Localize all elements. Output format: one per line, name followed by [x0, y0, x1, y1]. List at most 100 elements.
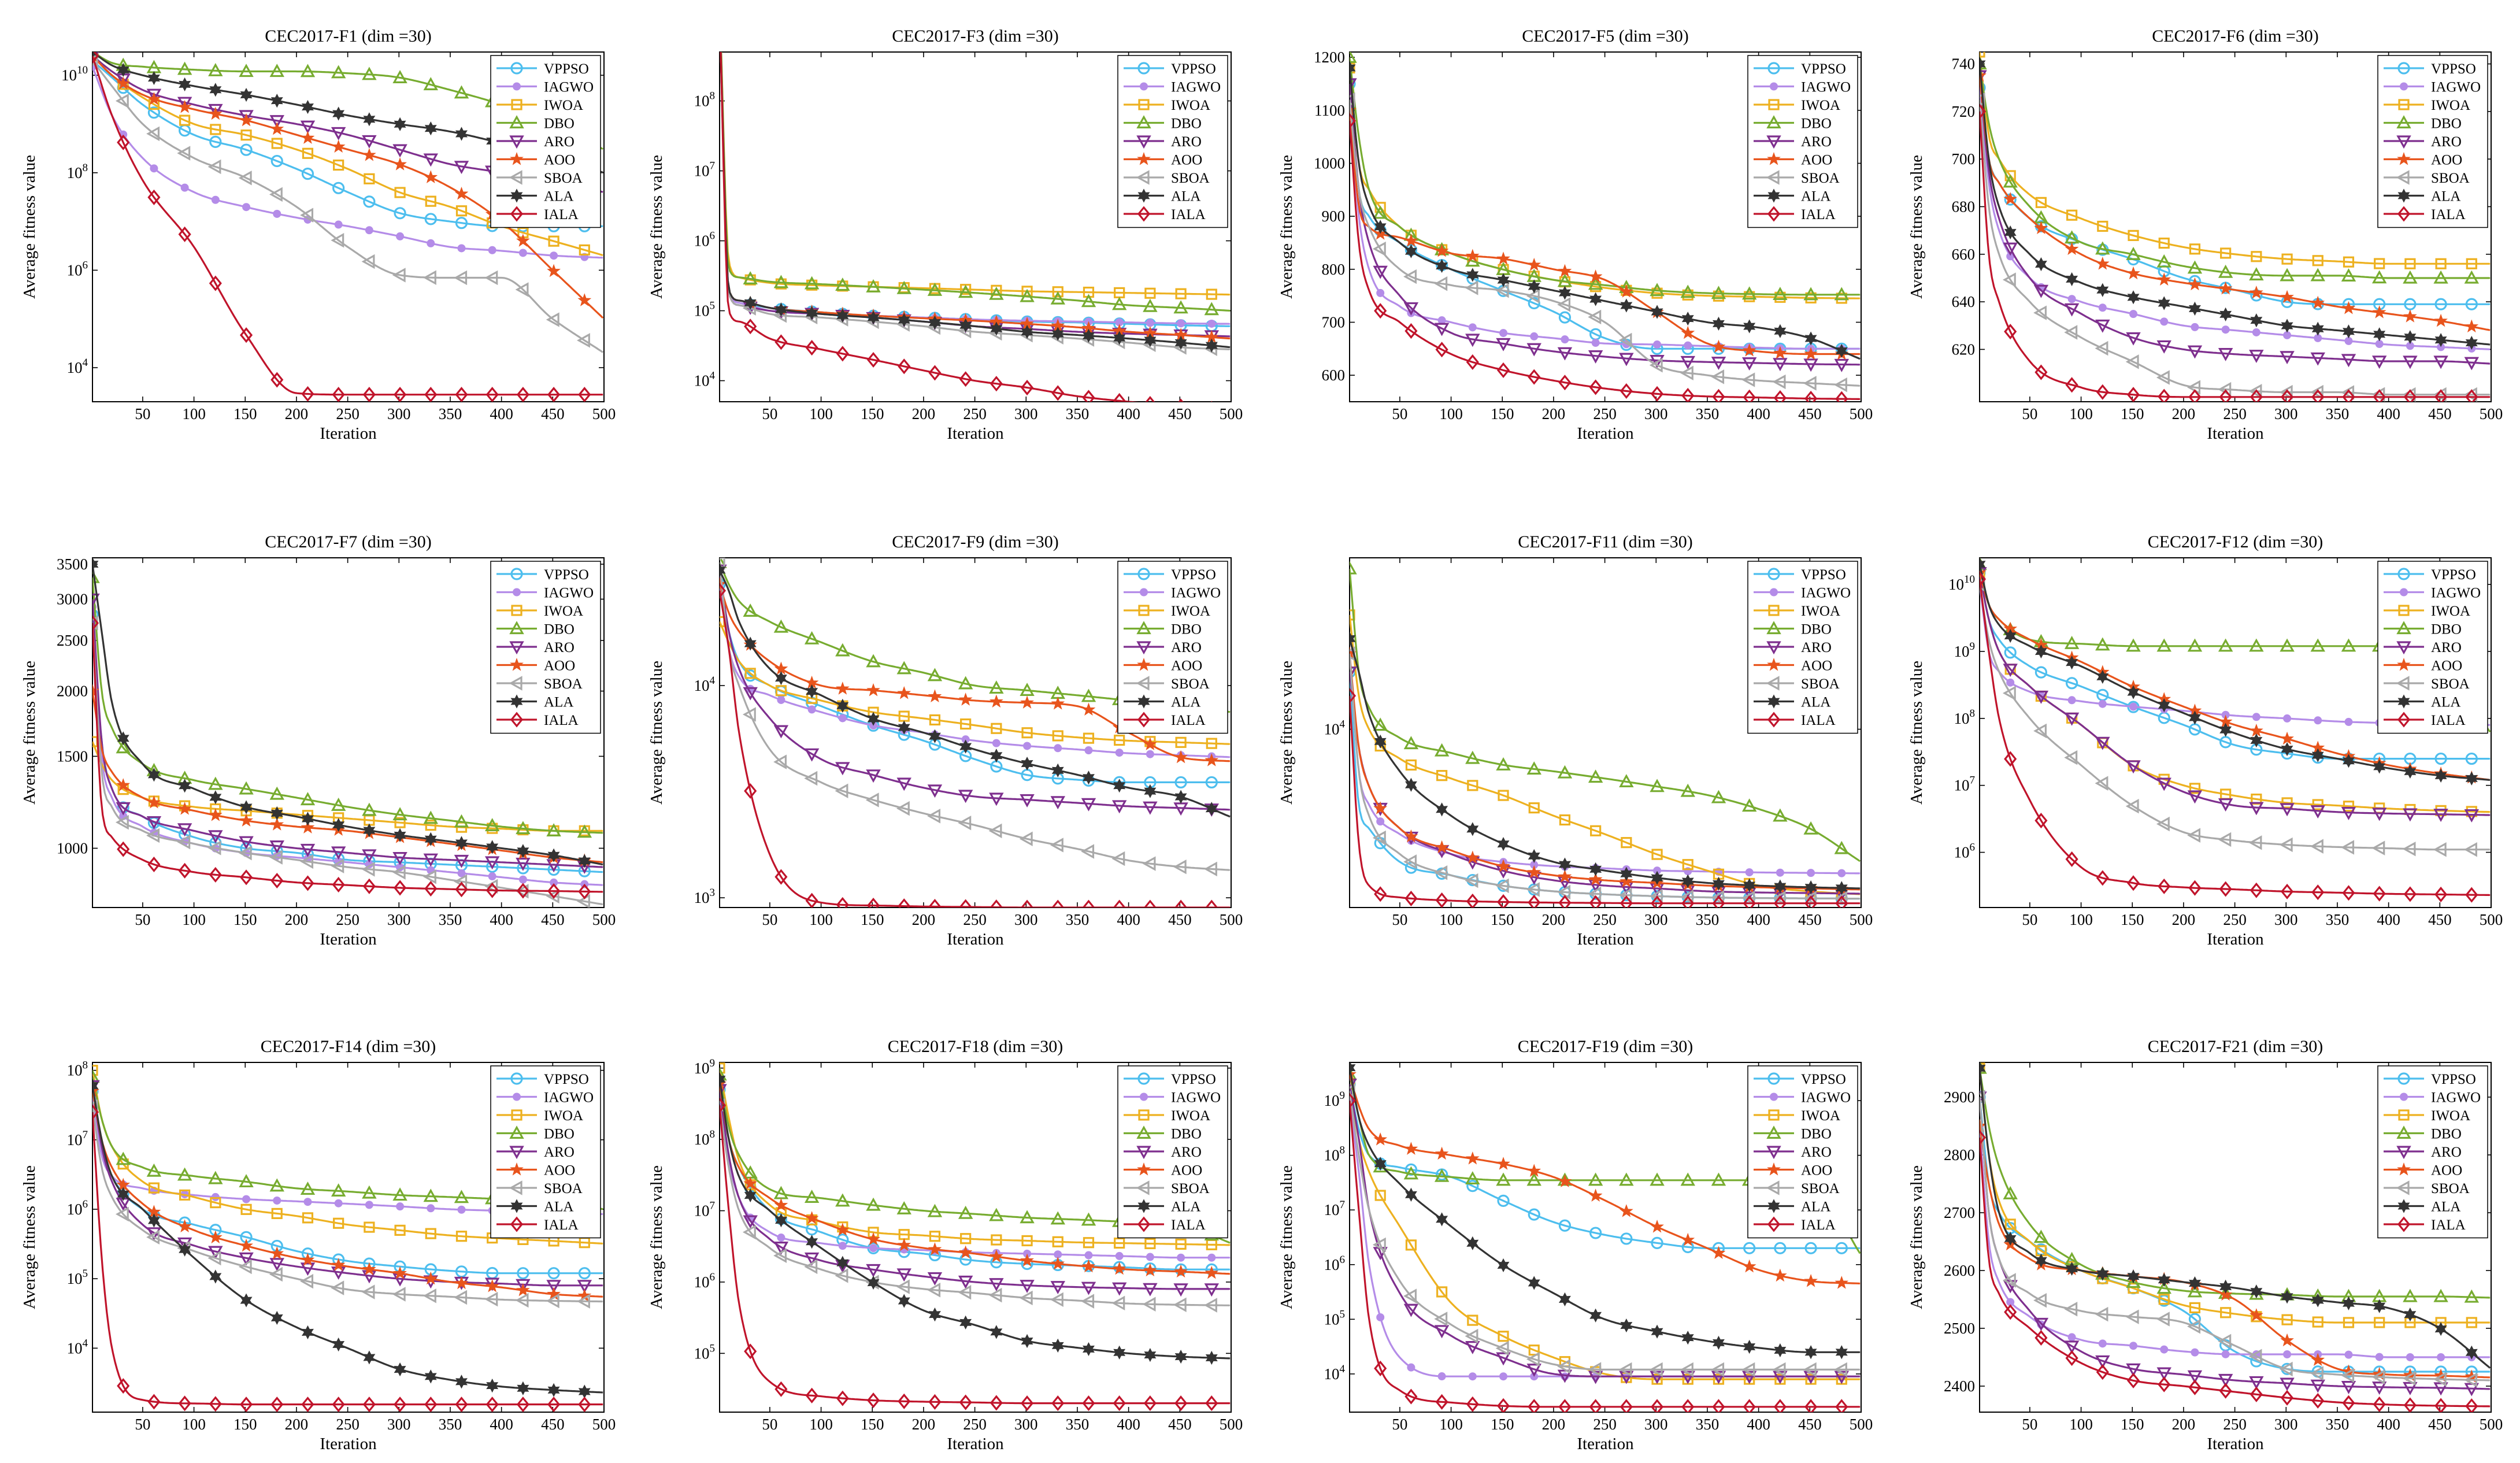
series-line-iagwo: [1980, 87, 2491, 350]
legend-label: ALA: [1801, 189, 1830, 205]
data-point: [92, 558, 99, 572]
data-point: [577, 333, 590, 348]
data-point: [92, 1099, 98, 1114]
data-point: [1465, 873, 1478, 888]
data-point: [927, 1203, 943, 1217]
data-point: [484, 1277, 500, 1291]
legend-label: VPPSO: [544, 567, 589, 583]
data-point: [2219, 307, 2232, 321]
data-point: [2280, 803, 2295, 817]
data-point: [117, 1187, 129, 1201]
data-point: [1205, 1265, 1219, 1279]
data-point: [363, 195, 376, 208]
data-point: [2310, 384, 2323, 400]
data-point: [2310, 805, 2325, 819]
data-point: [1804, 331, 1817, 346]
data-point: [2400, 82, 2408, 91]
data-point: [958, 692, 973, 706]
x-axis-label: Iteration: [320, 424, 377, 443]
x-tick-label: 250: [2223, 911, 2247, 928]
data-point: [1204, 1283, 1220, 1297]
legend-label: ALA: [2431, 695, 2460, 710]
data-point: [273, 1196, 281, 1205]
data-point: [1465, 334, 1480, 347]
data-point: [510, 1072, 523, 1085]
data-point: [835, 277, 850, 291]
data-point: [2281, 1314, 2293, 1325]
data-point: [146, 1163, 162, 1177]
data-point: [209, 790, 222, 805]
data-point: [1144, 784, 1157, 798]
data-point: [1146, 1253, 1154, 1261]
data-point: [1499, 1372, 1508, 1381]
data-point: [242, 203, 251, 212]
legend-label: DBO: [2431, 116, 2462, 132]
data-point: [898, 1294, 910, 1308]
data-point: [1081, 1281, 1096, 1295]
legend-label: VPPSO: [1801, 1072, 1846, 1087]
x-tick-label: 400: [1117, 405, 1140, 423]
y-tick-label: 1200: [1314, 49, 1345, 66]
data-point: [1113, 1345, 1126, 1360]
data-point: [177, 61, 192, 75]
data-point: [2187, 790, 2203, 804]
data-point: [1619, 874, 1633, 888]
data-point: [744, 668, 756, 679]
data-point: [425, 195, 436, 207]
data-point: [1052, 730, 1063, 742]
data-point: [331, 139, 346, 153]
data-point: [2156, 777, 2171, 791]
data-point: [835, 1268, 848, 1283]
data-point: [457, 244, 466, 253]
data-point: [2095, 637, 2110, 651]
data-point: [92, 615, 99, 631]
data-point: [177, 146, 191, 161]
data-point: [2375, 339, 2384, 348]
legend-label: DBO: [1801, 1127, 1832, 1142]
data-point: [1773, 390, 1787, 402]
data-point: [1773, 1399, 1787, 1412]
data-point: [239, 1252, 254, 1266]
data-point: [2249, 1308, 2263, 1321]
data-point: [1774, 1242, 1787, 1254]
legend-label: ALA: [1171, 695, 1200, 710]
data-point: [1589, 379, 1602, 395]
data-point: [2403, 309, 2417, 323]
data-point: [2310, 638, 2325, 652]
x-tick-label: 150: [861, 405, 884, 423]
x-tick-label: 500: [1850, 405, 1873, 423]
data-point: [1403, 1166, 1419, 1180]
data-point: [1435, 892, 1448, 908]
data-point: [2373, 1299, 2386, 1313]
data-point: [270, 372, 284, 388]
data-point: [1650, 386, 1664, 402]
data-point: [1143, 1395, 1157, 1412]
data-point: [865, 792, 879, 808]
data-point: [714, 3, 725, 16]
series-line-aro: [1980, 1097, 2491, 1390]
legend-label: SBOA: [1171, 1181, 1210, 1197]
y-tick-label: 109: [1324, 1090, 1346, 1109]
data-point: [1466, 1236, 1479, 1250]
data-point: [2464, 809, 2480, 823]
data-point: [2248, 1349, 2262, 1364]
data-point: [835, 1193, 850, 1207]
data-point: [1050, 291, 1065, 305]
data-point: [394, 1224, 406, 1236]
data-point: [208, 1171, 223, 1184]
data-point: [1466, 354, 1479, 370]
x-tick-label: 300: [2274, 911, 2298, 928]
series-line-aro: [1350, 1084, 1861, 1377]
y-tick-label: 680: [1952, 198, 1976, 216]
data-point: [1468, 1372, 1477, 1381]
data-point: [1650, 1172, 1665, 1186]
series-line-iala: [720, 52, 1139, 402]
data-point: [743, 603, 758, 617]
series-line-aro: [92, 1086, 603, 1287]
data-point: [2433, 270, 2448, 284]
data-point: [270, 806, 283, 820]
data-point: [269, 786, 284, 800]
legend-label: IWOA: [1171, 98, 1210, 113]
chart-panel: CEC2017-F14 (dim =30)50 100 150 200 250 300 35…: [20, 1037, 616, 1453]
